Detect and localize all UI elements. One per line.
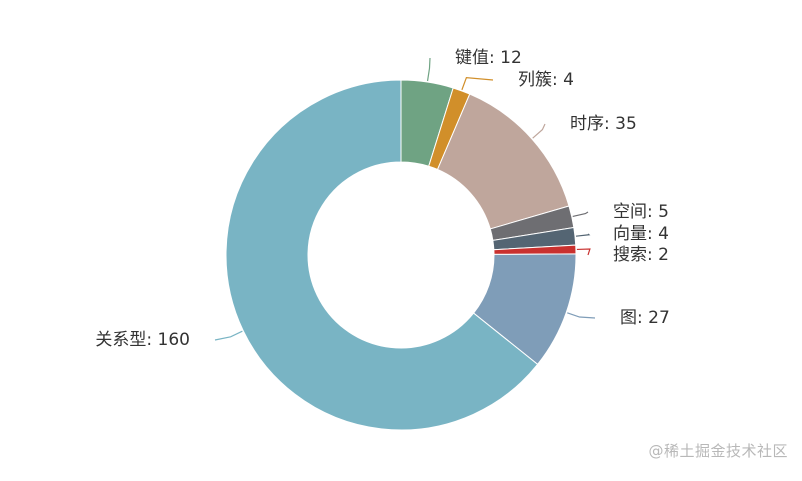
leader-lines-group [214, 57, 596, 341]
leader-line-3 [572, 211, 589, 218]
slice-7 [225, 79, 539, 431]
leader-line-6 [567, 312, 596, 319]
leader-line-2 [532, 123, 546, 139]
slice-label-0: 键值: 12 [455, 48, 522, 68]
leader-line-0 [426, 57, 431, 82]
slice-label-1: 列簇: 4 [518, 70, 574, 90]
leader-line-7 [214, 330, 243, 341]
slices-group [225, 79, 577, 431]
leader-line-5 [576, 248, 591, 256]
slice-label-2: 时序: 35 [570, 114, 637, 134]
watermark: @稀土掘金技术社区 [648, 442, 788, 460]
slice-label-6: 图: 27 [620, 308, 670, 328]
leader-line-1 [461, 77, 494, 91]
slice-label-5: 搜索: 2 [613, 245, 669, 265]
slice-label-3: 空间: 5 [613, 202, 669, 222]
leader-line-4 [575, 233, 591, 237]
slice-label-7: 关系型: 160 [95, 330, 190, 350]
slice-label-4: 向量: 4 [613, 224, 669, 244]
